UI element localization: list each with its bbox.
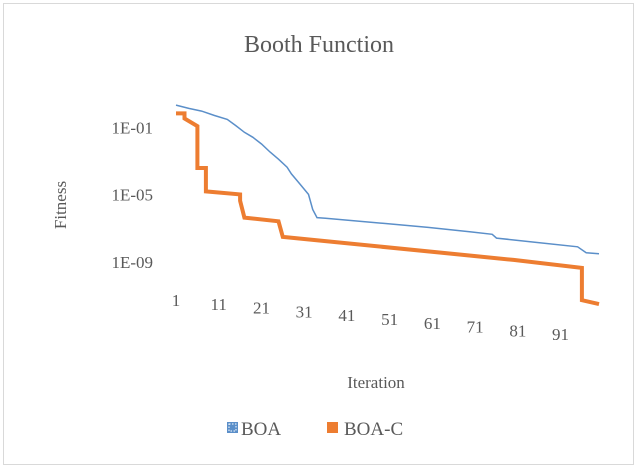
legend-swatch-boa [227,422,238,433]
series-layer [175,104,600,307]
x-tick-label: 81 [509,321,526,340]
legend-label-boa: BOA [241,419,281,440]
y-tick-label: 1E-05 [111,186,153,205]
series-line-boa-c [176,111,600,307]
series-line-boa [175,104,600,255]
x-tick-label: 51 [381,310,398,329]
chart-title: Booth Function [244,32,394,58]
y-axis-label: Fitness [51,181,70,229]
y-tick-label: 1E-01 [111,119,153,138]
x-tick-label: 91 [552,325,569,344]
x-tick-label: 1 [172,291,181,310]
y-axis-ticks: 1E-01 1E-05 1E-09 [111,119,153,272]
y-tick-label: 1E-09 [111,253,153,272]
chart-frame [3,3,634,465]
x-axis-ticks: 1 11 21 31 41 51 61 71 81 91 [172,291,569,344]
legend-label-boa-c: BOA-C [344,419,403,440]
x-tick-label: 71 [467,318,484,337]
x-tick-label: 61 [424,314,441,333]
x-tick-label: 11 [211,295,227,314]
x-tick-label: 41 [338,306,355,325]
legend: BOA BOA-C [227,419,403,440]
x-tick-label: 31 [296,302,313,321]
x-axis-label: Iteration [347,373,405,392]
legend-swatch-boa-c [327,422,338,433]
legend-swatch-pattern [228,423,237,432]
x-tick-label: 21 [253,299,270,318]
